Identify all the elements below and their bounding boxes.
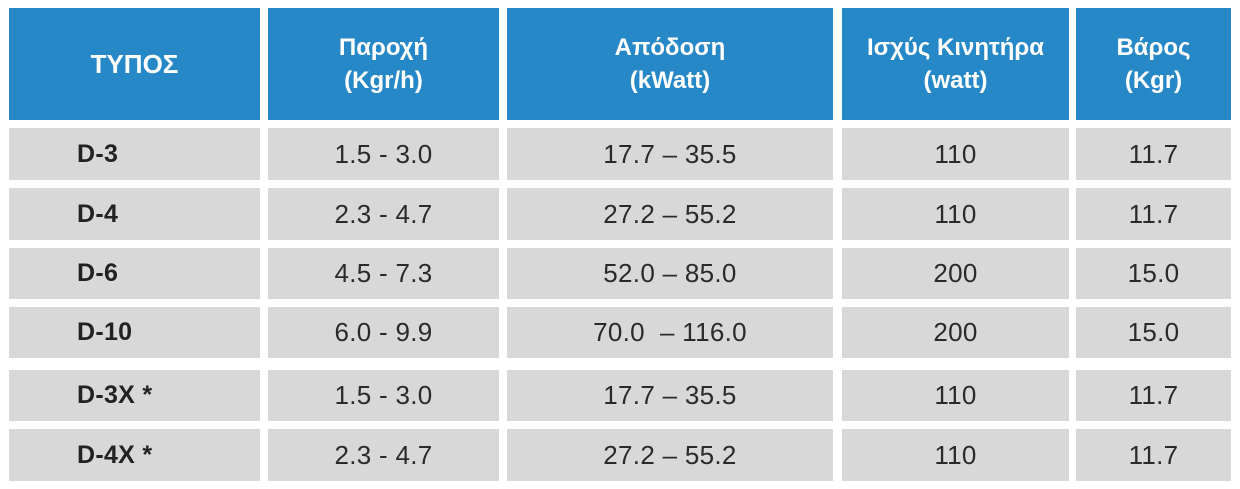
cell-output: 17.7 – 35.5 [507, 370, 833, 421]
cell-weight: 11.7 [1076, 188, 1231, 240]
header-flow-label: Παροχή [338, 34, 429, 61]
header-weight-unit: (Kgr) [1124, 67, 1183, 94]
cell-flow: 1.5 - 3.0 [268, 370, 499, 421]
cell-type: D-3X * [9, 370, 260, 421]
cell-motor-power: 200 [842, 248, 1069, 299]
cell-weight: 15.0 [1076, 307, 1231, 358]
cell-flow: 6.0 - 9.9 [268, 307, 499, 358]
cell-weight: 11.7 [1076, 429, 1231, 481]
header-motor-power-label: Ισχύς Κινητήρα [867, 34, 1044, 61]
cell-motor-power: 110 [842, 188, 1069, 240]
cell-output: 17.7 – 35.5 [507, 128, 833, 180]
header-output-unit: (kWatt) [629, 67, 711, 94]
cell-motor-power: 110 [842, 370, 1069, 421]
header-output: Απόδοση (kWatt) [507, 8, 833, 120]
header-motor-power: Ισχύς Κινητήρα (watt) [842, 8, 1069, 120]
header-type-label: ΤΥΠΟΣ [90, 48, 179, 79]
cell-type: D-6 [9, 248, 260, 299]
cell-weight: 15.0 [1076, 248, 1231, 299]
cell-flow: 2.3 - 4.7 [268, 429, 499, 481]
cell-output: 52.0 – 85.0 [507, 248, 833, 299]
cell-type: D-4X * [9, 429, 260, 481]
cell-output: 70.0 – 116.0 [507, 307, 833, 358]
cell-type: D-4 [9, 188, 260, 240]
header-type: ΤΥΠΟΣ [9, 8, 260, 120]
cell-output: 27.2 – 55.2 [507, 188, 833, 240]
cell-flow: 4.5 - 7.3 [268, 248, 499, 299]
specifications-table: ΤΥΠΟΣ Παροχή (Kgr/h) Απόδοση (kWatt) Ισχ… [9, 8, 1231, 486]
cell-motor-power: 110 [842, 429, 1069, 481]
cell-weight: 11.7 [1076, 370, 1231, 421]
cell-weight: 11.7 [1076, 128, 1231, 180]
header-weight: Βάρος (Kgr) [1076, 8, 1231, 120]
cell-type: D-10 [9, 307, 260, 358]
header-output-label: Απόδοση [614, 34, 726, 61]
cell-flow: 1.5 - 3.0 [268, 128, 499, 180]
header-flow-unit: (Kgr/h) [344, 67, 423, 94]
header-flow: Παροχή (Kgr/h) [268, 8, 499, 120]
cell-flow: 2.3 - 4.7 [268, 188, 499, 240]
header-motor-power-unit: (watt) [923, 67, 988, 94]
cell-output: 27.2 – 55.2 [507, 429, 833, 481]
cell-motor-power: 110 [842, 128, 1069, 180]
cell-motor-power: 200 [842, 307, 1069, 358]
header-weight-label: Βάρος [1116, 34, 1191, 61]
cell-type: D-3 [9, 128, 260, 180]
